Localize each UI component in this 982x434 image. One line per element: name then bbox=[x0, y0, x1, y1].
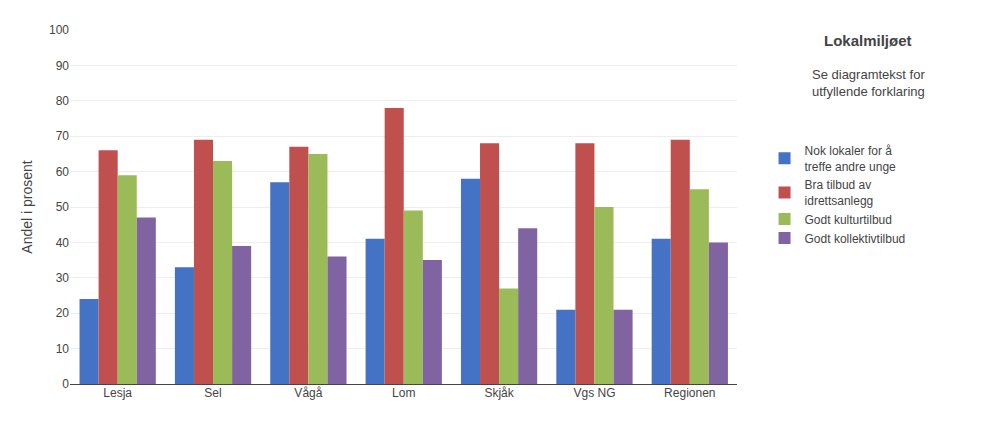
svg-text:Sel: Sel bbox=[204, 386, 221, 400]
svg-text:100: 100 bbox=[49, 23, 69, 37]
svg-text:Regionen: Regionen bbox=[664, 386, 715, 400]
svg-text:30: 30 bbox=[56, 271, 70, 285]
svg-text:20: 20 bbox=[56, 306, 70, 320]
svg-text:60: 60 bbox=[56, 165, 70, 179]
svg-text:Lesja: Lesja bbox=[103, 386, 132, 400]
svg-text:50: 50 bbox=[56, 200, 70, 214]
svg-text:Andel i prosent: Andel i prosent bbox=[19, 160, 35, 254]
svg-text:Se diagramtekst forutfyllende: Se diagramtekst forutfyllende forklaring bbox=[812, 67, 925, 99]
svg-text:90: 90 bbox=[56, 59, 70, 73]
svg-text:Skjåk: Skjåk bbox=[484, 386, 514, 400]
svg-text:Lokalmiljøet: Lokalmiljøet bbox=[824, 32, 912, 49]
svg-text:Godt kollektivtilbud: Godt kollektivtilbud bbox=[805, 232, 906, 246]
svg-text:Bra tilbud avidrettsanlegg: Bra tilbud avidrettsanlegg bbox=[805, 178, 874, 208]
svg-text:80: 80 bbox=[56, 94, 70, 108]
svg-text:Vågå: Vågå bbox=[294, 386, 322, 400]
svg-text:Lom: Lom bbox=[392, 386, 415, 400]
svg-text:Vgs NG: Vgs NG bbox=[573, 386, 615, 400]
svg-text:Godt kulturtilbud: Godt kulturtilbud bbox=[805, 213, 892, 227]
svg-text:0: 0 bbox=[62, 377, 69, 391]
svg-text:Nok lokaler for åtreffe andre: Nok lokaler for åtreffe andre unge bbox=[805, 144, 897, 174]
svg-text:40: 40 bbox=[56, 236, 70, 250]
svg-text:10: 10 bbox=[56, 342, 70, 356]
svg-text:70: 70 bbox=[56, 129, 70, 143]
